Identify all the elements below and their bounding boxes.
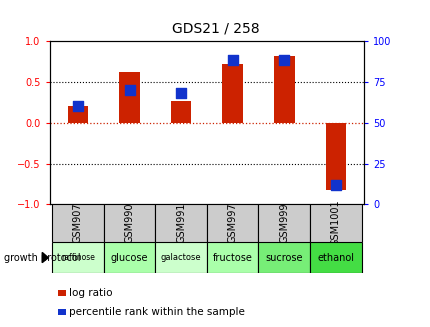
Bar [206,204,258,242]
Bar [155,204,206,242]
Text: GDS21 / 258: GDS21 / 258 [171,21,259,35]
Text: GSM907: GSM907 [73,203,83,244]
Point [126,87,132,93]
Bar [309,242,361,273]
Point [74,104,81,109]
Text: sucrose: sucrose [265,252,302,263]
Bar [52,242,104,273]
Bar [206,242,258,273]
Bar [325,123,345,190]
Text: GSM1001: GSM1001 [330,200,340,247]
Text: GSM991: GSM991 [176,203,186,243]
Text: log ratio: log ratio [69,288,113,298]
Bar [68,106,88,123]
Bar [258,242,309,273]
Bar [258,204,309,242]
Text: GSM990: GSM990 [124,203,134,243]
Bar [58,309,66,315]
Bar [222,64,243,123]
Text: growth protocol: growth protocol [4,253,81,263]
Point [280,58,287,63]
Text: raffinose: raffinose [61,253,95,262]
Bar [104,242,155,273]
Bar [309,204,361,242]
Bar [170,101,191,123]
Polygon shape [42,252,48,263]
Point [229,58,236,63]
Bar [155,242,206,273]
Text: galactose: galactose [160,253,201,262]
Text: GSM999: GSM999 [279,203,289,243]
Text: GSM997: GSM997 [227,203,237,244]
Text: percentile rank within the sample: percentile rank within the sample [69,307,245,317]
Bar [119,72,139,123]
Text: ethanol: ethanol [316,252,353,263]
Text: fructose: fructose [212,252,252,263]
Bar [58,290,66,296]
Bar [273,56,294,123]
Point [177,91,184,96]
Bar [52,204,104,242]
Bar [104,204,155,242]
Point [332,182,338,187]
Text: glucose: glucose [111,252,148,263]
